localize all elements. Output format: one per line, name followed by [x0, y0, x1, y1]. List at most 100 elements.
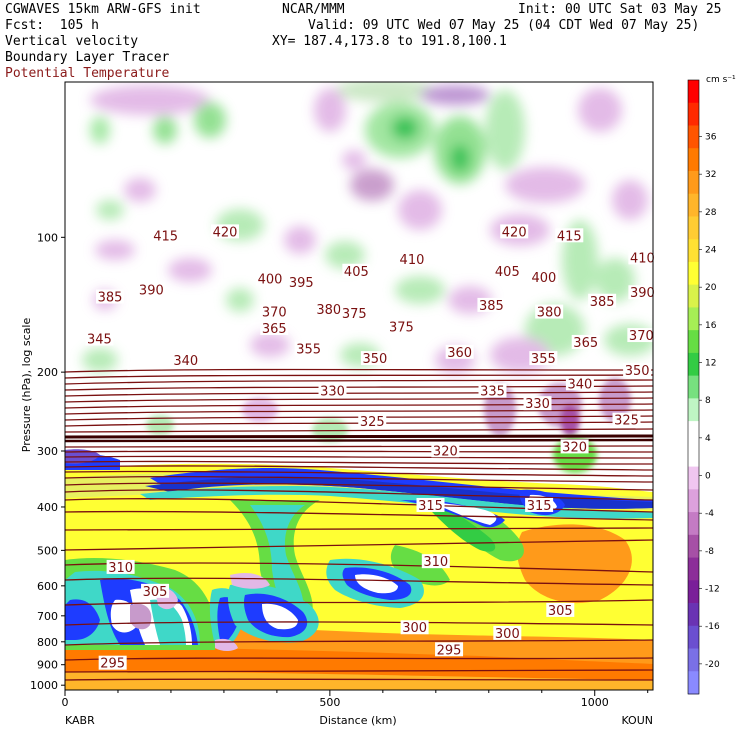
- theta-label: 415: [153, 229, 178, 244]
- theta-label-bg: [627, 328, 656, 343]
- colorbar-band: [688, 512, 699, 536]
- theta-label-bg: [445, 344, 474, 359]
- theta-label-bg: [314, 301, 343, 316]
- theta-label: 325: [614, 414, 639, 429]
- theta-label: 355: [296, 343, 321, 358]
- y-tick-label: 500: [37, 544, 58, 557]
- colorbar-band: [688, 421, 699, 445]
- theta-label-bg: [416, 497, 445, 512]
- colorbar-band: [688, 625, 699, 649]
- colorbar-tick-label: 16: [705, 321, 717, 331]
- field-label-vertical-velocity: Vertical velocity: [5, 34, 139, 49]
- theta-label: 370: [262, 306, 287, 321]
- theta-label: 335: [480, 384, 505, 399]
- colorbar-tick-label: 12: [705, 359, 716, 369]
- vertical-velocity-field: [65, 82, 653, 690]
- x-tick-label: 0: [62, 696, 69, 709]
- colorbar-band: [688, 375, 699, 399]
- theta-label-bg: [431, 443, 460, 458]
- theta-label-bg: [96, 289, 125, 304]
- theta-label: 385: [590, 295, 615, 310]
- colorbar-band: [688, 216, 699, 240]
- colorbar-band: [688, 398, 699, 422]
- theta-label-bg: [137, 282, 166, 297]
- colorbar-band: [688, 307, 699, 331]
- theta-label: 400: [258, 273, 283, 288]
- colorbar-tick-label: -20: [705, 660, 720, 670]
- theta-label: 305: [143, 585, 168, 600]
- model-title: CGWAVES 15km ARW-GFS init: [5, 2, 201, 17]
- colorbar-tick-label: 32: [705, 170, 716, 180]
- y-tick-label: 900: [37, 659, 58, 672]
- theta-label: 415: [557, 229, 582, 244]
- theta-label: 300: [495, 627, 520, 642]
- theta-label-bg: [546, 602, 575, 617]
- y-tick-label: 700: [37, 610, 58, 623]
- theta-label-bg: [387, 319, 416, 334]
- pressure-axis: 100 200 300 400 500 600 700 800 900 1000: [30, 231, 65, 692]
- theta-label-bg: [535, 304, 564, 319]
- colorbar-tick-label: 20: [705, 283, 717, 293]
- theta-label: 375: [389, 321, 414, 336]
- theta-label: 330: [525, 397, 550, 412]
- theta-label: 350: [625, 364, 650, 379]
- y-tick-label: 100: [37, 231, 58, 244]
- theta-label: 325: [360, 415, 385, 430]
- colorbar-tick-label: 0: [705, 472, 711, 482]
- colorbar-band: [688, 671, 699, 695]
- colorbar-tick-label: 8: [705, 396, 711, 406]
- theta-label: 380: [537, 306, 562, 321]
- theta-label-bg: [358, 414, 387, 429]
- colorbar-band: [688, 80, 699, 104]
- theta-label-bg: [588, 293, 617, 308]
- theta-label-bg: [435, 642, 464, 657]
- theta-label: 350: [362, 352, 387, 367]
- theta-label-bg: [565, 376, 594, 391]
- y-tick-label: 300: [37, 445, 58, 458]
- theta-label: 380: [316, 303, 341, 318]
- organization-label: NCAR/MMM: [282, 2, 345, 17]
- colorbar-tick-label: 4: [705, 434, 711, 444]
- theta-label: 390: [139, 283, 164, 298]
- theta-label: 340: [567, 377, 592, 392]
- theta-label: 410: [630, 251, 655, 266]
- theta-label-bg: [342, 263, 371, 278]
- theta-label: 420: [213, 225, 238, 240]
- y-tick-label: 600: [37, 580, 58, 593]
- colorbar-band: [688, 239, 699, 263]
- theta-label-bg: [397, 252, 426, 267]
- theta-label-bg: [141, 583, 170, 598]
- theta-label-bg: [523, 396, 552, 411]
- colorbar-band: [688, 193, 699, 217]
- colorbar-band: [688, 443, 699, 467]
- theta-label-bg: [478, 383, 507, 398]
- theta-label: 360: [447, 346, 472, 361]
- theta-label: 310: [423, 555, 448, 570]
- theta-label-bg: [529, 270, 558, 285]
- theta-label-bg: [628, 250, 657, 265]
- theta-label: 320: [562, 440, 587, 455]
- start-station-label: KABR: [65, 714, 95, 727]
- theta-label-bg: [555, 228, 584, 243]
- theta-label: 390: [630, 286, 655, 301]
- theta-label: 310: [108, 561, 133, 576]
- theta-label-bg: [560, 439, 589, 454]
- distance-axis: 0 500 1000: [62, 690, 649, 709]
- theta-label-bg: [171, 353, 200, 368]
- colorbar-band: [688, 534, 699, 558]
- theta-label-bg: [525, 497, 554, 512]
- colorbar-band: [688, 125, 699, 149]
- end-station-label: KOUN: [621, 714, 653, 727]
- colorbar-band: [688, 648, 699, 672]
- theta-label-bg: [287, 274, 316, 289]
- theta-label: 320: [433, 444, 458, 459]
- theta-label: 295: [100, 657, 125, 672]
- theta-label: 400: [531, 271, 556, 286]
- theta-label-bg: [256, 271, 285, 286]
- field-label-boundary-layer-tracer: Boundary Layer Tracer: [5, 50, 170, 65]
- colorbar-band: [688, 148, 699, 172]
- theta-label-bg: [294, 341, 323, 356]
- colorbar-tick-label: 24: [705, 246, 717, 256]
- theta-label: 330: [320, 384, 345, 399]
